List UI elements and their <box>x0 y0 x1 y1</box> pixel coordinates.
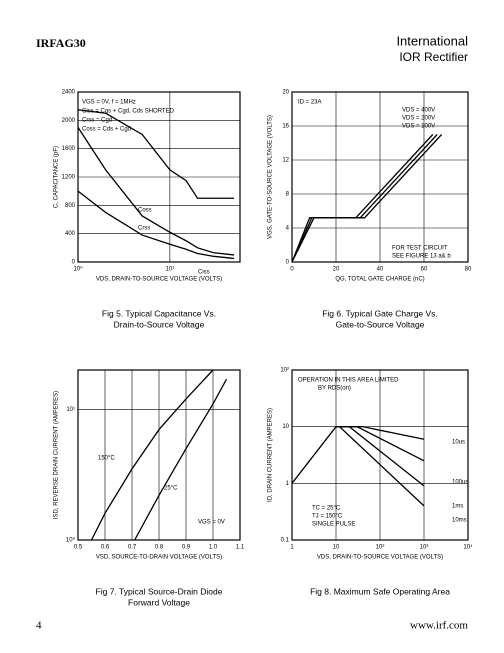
series-label: VDS = 200V <box>402 116 435 122</box>
x-tick-label: 60 <box>421 267 428 273</box>
y-tick-label: 20 <box>282 90 289 96</box>
annotation: TC = 25°C <box>312 506 341 512</box>
series-label: 100us <box>452 480 468 486</box>
y-axis-label: ID, DRAIN CURRENT (AMPERES) <box>268 408 274 502</box>
site: www.irf.com <box>410 620 468 632</box>
x-tick-label: 1.0 <box>209 545 218 551</box>
y-tick-label: 2400 <box>62 90 76 96</box>
x-tick-label: 1.1 <box>236 545 245 551</box>
annotation: Ciss = Cgs + Cgd, Cds SHORTED <box>82 109 175 115</box>
annotation: ID = 23A <box>298 100 322 106</box>
y-tick-label: 1200 <box>62 175 76 181</box>
x-tick-label: 0.8 <box>155 545 164 551</box>
x-tick-label: 0.7 <box>128 545 137 551</box>
x-tick-label: 80 <box>465 267 472 273</box>
y-tick-label: 1600 <box>62 146 76 152</box>
brand: IOR Rectifier <box>399 50 468 64</box>
x-tick-label: 0.5 <box>74 545 83 551</box>
annotation: OPERATION IN THIS AREA LIMITED <box>298 378 399 384</box>
x-axis-label: VDS, DRAIN-TO-SOURCE VOLTAGE (VOLTS) <box>96 277 222 283</box>
series-line <box>77 109 235 199</box>
x-tick-label: 20 <box>333 267 340 273</box>
y-tick-label: 0 <box>72 260 76 266</box>
x-tick-label: 40 <box>377 267 384 273</box>
annotation: Crss = Cgd <box>82 118 112 124</box>
y-tick-label: 1 <box>286 481 290 487</box>
y-tick-label: 400 <box>65 231 76 237</box>
series-label: 150°C <box>98 456 115 462</box>
y-tick-label: 10¹ <box>66 407 75 413</box>
page-number: 4 <box>36 620 42 632</box>
annotation: Coss = Cds + Cgd <box>82 127 131 133</box>
series-label: VDS = 100V <box>402 124 435 130</box>
x-tick-label: 10⁰ <box>73 266 83 273</box>
y-tick-label: 12 <box>282 158 289 164</box>
annotation: SEE FIGURE 13 a& b <box>392 254 451 260</box>
x-tick-label: 0.9 <box>182 545 191 551</box>
y-tick-label: 4 <box>286 226 290 232</box>
series-line <box>77 190 235 260</box>
annotation: VGS = 0V <box>198 520 225 526</box>
series-line <box>291 134 434 263</box>
figure-caption: Fig 7. Typical Source-Drain Diode <box>96 586 223 596</box>
x-tick-label: 10³ <box>420 545 429 551</box>
annotation: FOR TEST CIRCUIT <box>392 246 448 252</box>
y-axis-label: ISD, REVERSE DRAIN CURRENT (AMPERES) <box>54 391 60 519</box>
annotation: TJ = 150°C <box>312 514 343 520</box>
figure-caption: Gate-to-Source Voltage <box>336 319 425 329</box>
y-tick-label: 10⁰ <box>66 537 76 544</box>
annotation: SINGLE PULSE <box>312 522 355 528</box>
figure-caption: Forward Voltage <box>128 597 190 607</box>
series-line <box>336 426 425 507</box>
y-tick-label: 8 <box>286 192 290 198</box>
annotation: VGS = 0V, f = 1MHz <box>82 100 136 106</box>
series-label: 25°C <box>164 486 178 492</box>
series-label: 1ms <box>452 504 463 510</box>
y-tick-label: 2000 <box>62 118 76 124</box>
annotation: BY RDS(on) <box>318 386 351 392</box>
series-line <box>90 369 214 541</box>
series-label: Crss <box>138 226 150 232</box>
series-label: VDS = 400V <box>402 108 435 114</box>
y-tick-label: 10 <box>282 424 289 430</box>
brand: International <box>396 33 468 48</box>
y-tick-label: 0 <box>286 260 290 266</box>
x-axis-label: QG, TOTAL GATE CHARGE (nC) <box>335 277 424 283</box>
x-axis-label: VDS, DRAIN-TO-SOURCE VOLTAGE (VOLTS) <box>317 555 443 561</box>
y-tick-label: 800 <box>65 203 76 209</box>
series-label: 10ms <box>452 518 467 524</box>
x-tick-label: 10¹ <box>166 267 175 273</box>
y-tick-label: 0.1 <box>281 538 290 544</box>
y-tick-label: 10² <box>280 368 289 374</box>
figure-caption: Fig 8. Maximum Safe Operating Area <box>310 586 450 596</box>
x-tick-label: 10⁴ <box>463 544 473 551</box>
y-axis-label: VGS, GATE-TO-SOURCE VOLTAGE (VOLTS) <box>268 115 274 239</box>
x-tick-label: 0 <box>290 267 294 273</box>
part-number: IRFAG30 <box>36 36 86 50</box>
x-axis-label: VSD, SOURCE-TO-DRAIN VOLTAGE (VOLTS) <box>96 555 222 561</box>
x-tick-label: 10² <box>376 545 385 551</box>
figure-caption: Fig 5. Typical Capacitance Vs. <box>102 308 216 318</box>
x-tick-label: 10 <box>333 545 340 551</box>
series-label: 10us <box>452 440 465 446</box>
x-tick-label: 0.6 <box>101 545 110 551</box>
figure-caption: Fig 6. Typical Gate Charge Vs. <box>322 308 438 318</box>
figure-caption: Drain-to-Source Voltage <box>114 319 205 329</box>
series-label: Ciss <box>198 270 210 276</box>
y-axis-label: C, CAPACITANCE (pF) <box>54 146 60 208</box>
series-line <box>77 127 235 256</box>
series-line <box>291 426 337 484</box>
y-tick-label: 16 <box>282 124 289 130</box>
x-tick-label: 1 <box>290 545 294 551</box>
series-line <box>134 378 228 541</box>
series-label: Coss <box>138 208 152 214</box>
